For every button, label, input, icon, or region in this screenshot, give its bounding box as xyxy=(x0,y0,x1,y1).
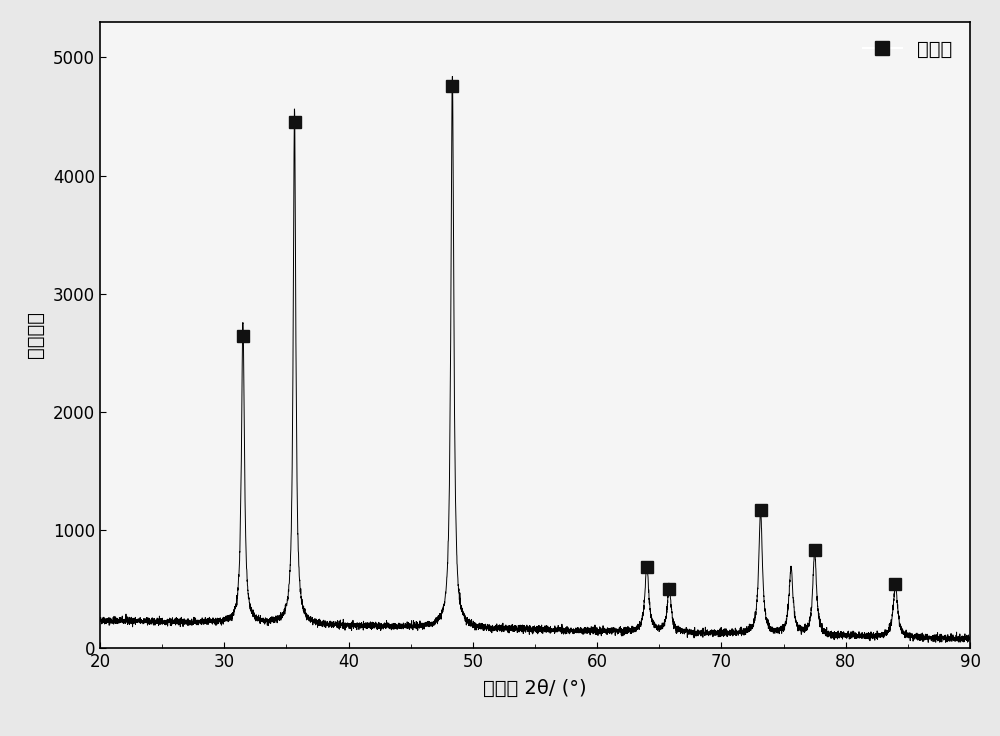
Legend: 碳化鴨: 碳化鴨 xyxy=(855,32,960,66)
X-axis label: 襂射角 2θ/ (°): 襂射角 2θ/ (°) xyxy=(483,679,587,698)
Y-axis label: 襂射強度: 襂射強度 xyxy=(26,311,45,358)
